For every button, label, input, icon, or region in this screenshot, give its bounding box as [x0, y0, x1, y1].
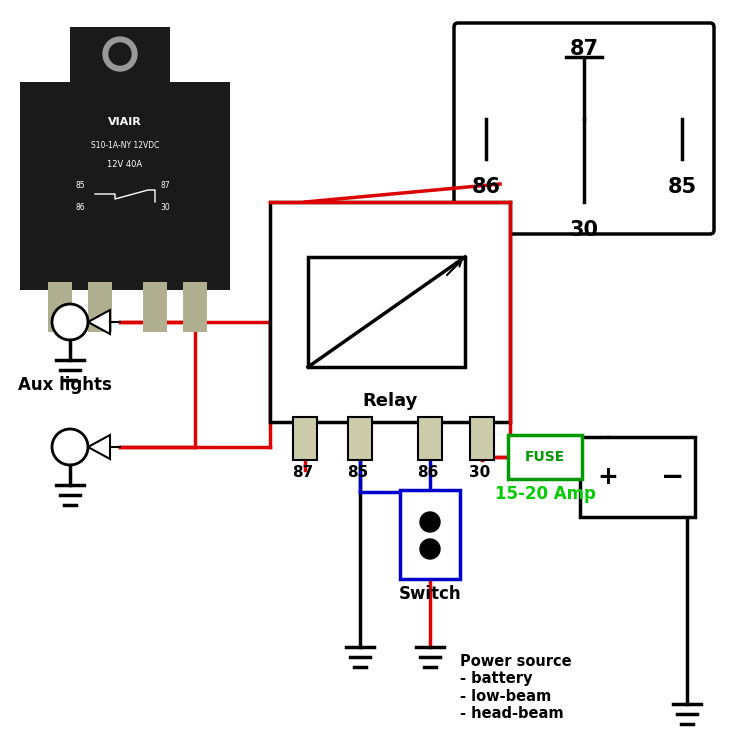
Bar [270, 202, 510, 422]
Bar [48, 282, 72, 332]
Text: 86: 86 [472, 177, 500, 197]
Text: FUSE: FUSE [525, 450, 565, 464]
Text: 30: 30 [160, 203, 170, 211]
Text: 30: 30 [570, 220, 598, 240]
Text: 15-20 Amp: 15-20 Amp [495, 485, 595, 503]
FancyBboxPatch shape [454, 23, 714, 234]
Text: 86: 86 [75, 203, 85, 211]
FancyBboxPatch shape [508, 435, 582, 479]
Text: 86: 86 [417, 465, 439, 480]
Text: 12V 40A: 12V 40A [107, 160, 143, 168]
Text: +: + [598, 465, 618, 489]
Circle shape [420, 512, 440, 532]
Text: 87: 87 [292, 465, 314, 480]
Circle shape [52, 429, 88, 465]
Text: S10-1A-NY 12VDC: S10-1A-NY 12VDC [91, 140, 159, 149]
Text: 85: 85 [668, 177, 696, 197]
Text: 87: 87 [570, 39, 598, 59]
Circle shape [52, 304, 88, 340]
Circle shape [420, 539, 440, 559]
Bar [418, 417, 442, 460]
Circle shape [109, 43, 131, 65]
Text: Relay: Relay [362, 392, 418, 410]
Text: Aux lights: Aux lights [18, 375, 112, 393]
Text: Power source
- battery
- low-beam
- head-beam: Power source - battery - low-beam - head… [460, 654, 572, 721]
Bar [293, 417, 317, 460]
Text: Switch: Switch [399, 585, 461, 603]
Text: 85: 85 [347, 465, 369, 480]
Text: −: − [662, 463, 684, 491]
Polygon shape [88, 310, 110, 334]
Bar [70, 27, 170, 82]
Text: 87: 87 [160, 180, 170, 189]
Bar [308, 257, 465, 367]
Bar [470, 417, 494, 460]
FancyBboxPatch shape [400, 490, 460, 579]
Text: 85: 85 [75, 180, 85, 189]
Bar [348, 417, 372, 460]
Bar [183, 282, 207, 332]
Bar [143, 282, 167, 332]
Bar [88, 282, 112, 332]
Text: 30: 30 [470, 465, 491, 480]
Polygon shape [88, 435, 110, 459]
Circle shape [103, 37, 137, 71]
Text: VIAIR: VIAIR [108, 117, 142, 127]
Bar [580, 437, 695, 517]
Bar [20, 82, 230, 290]
